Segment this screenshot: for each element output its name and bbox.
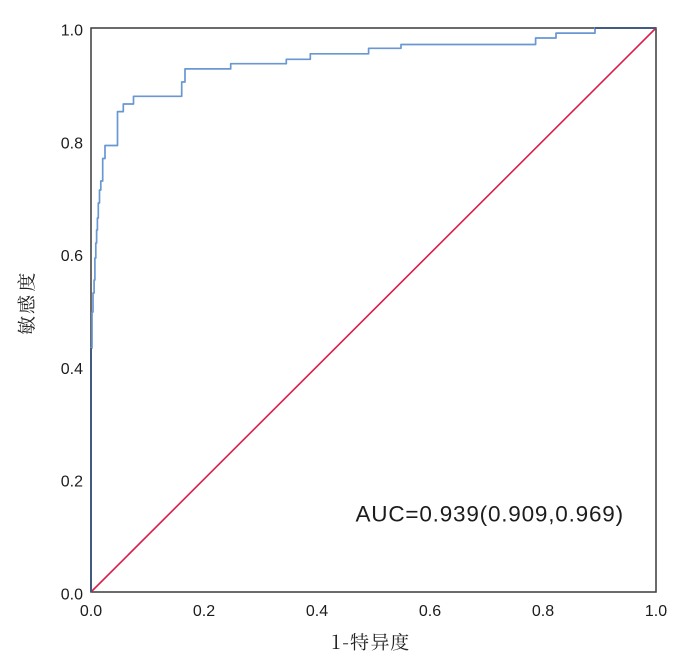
- svg-text:0.4: 0.4: [306, 603, 328, 620]
- svg-text:0.6: 0.6: [419, 603, 441, 620]
- svg-text:0.6: 0.6: [61, 248, 83, 265]
- svg-text:0.8: 0.8: [532, 603, 554, 620]
- svg-text:1.0: 1.0: [645, 603, 667, 620]
- svg-text:1.0: 1.0: [61, 23, 83, 40]
- svg-text:AUC=0.939(0.909,0.969): AUC=0.939(0.909,0.969): [356, 501, 624, 526]
- svg-text:0.0: 0.0: [80, 603, 102, 620]
- svg-text:0.4: 0.4: [61, 361, 83, 378]
- svg-text:0.2: 0.2: [193, 603, 215, 620]
- svg-text:0.2: 0.2: [61, 474, 83, 491]
- svg-text:0.8: 0.8: [61, 135, 83, 152]
- svg-text:0.0: 0.0: [61, 587, 83, 604]
